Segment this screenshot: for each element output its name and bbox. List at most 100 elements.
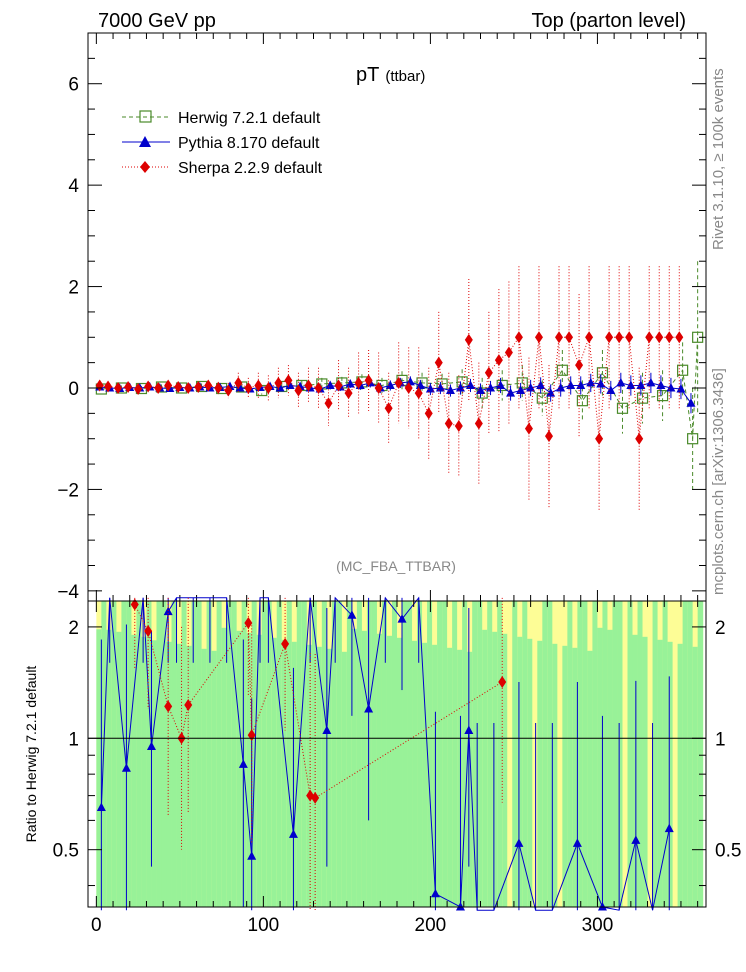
sherpa-point [464, 333, 473, 346]
ratio-band-green [196, 601, 203, 907]
ratio-band-green [447, 647, 453, 907]
ratio-band-green [467, 651, 473, 907]
sherpa-point [514, 331, 523, 344]
main-panel-frame [88, 33, 706, 601]
ratio-band-green [472, 601, 478, 907]
ratio-band-green [397, 637, 403, 907]
ratio-panel: 0.5 0.5 1 1 2 2 Ratio to Herwig 7.2.1 default [23, 596, 741, 911]
ratio-band-green [351, 628, 358, 907]
legend-marker-herwig [139, 110, 152, 123]
sherpa-point [244, 382, 253, 394]
sherpa-point [675, 331, 684, 344]
sherpa-point [424, 407, 433, 420]
ratio-band-yellow [622, 601, 628, 907]
sherpa-point [635, 432, 644, 445]
pythia-point [506, 388, 516, 397]
ratio-band-green [457, 649, 463, 907]
ratio-band-green [667, 641, 674, 907]
sherpa-point [575, 359, 584, 372]
ratio-band-green [251, 601, 258, 907]
pythia-point [496, 380, 506, 389]
ratio-band-green [301, 601, 308, 907]
pythia-point [345, 378, 355, 388]
ratio-band-yellow [672, 601, 679, 907]
ratio-band-green [522, 601, 528, 907]
ratio-band-green [226, 601, 233, 907]
herwig-point [536, 392, 548, 404]
ratio-band-green [582, 601, 588, 907]
ratio-band-green [602, 601, 608, 907]
pythia-point [556, 383, 566, 392]
ratio-sherpa-point [281, 637, 290, 650]
pythia-point [606, 385, 616, 395]
ratio-band-green [166, 641, 173, 907]
ratio-band-green [402, 601, 408, 907]
pythia-point [656, 380, 666, 389]
legend-marker-pythia [139, 136, 151, 147]
y-tick-label: −4 [57, 582, 79, 603]
pythia-point [686, 398, 696, 407]
ratio-pythia-point [572, 838, 582, 847]
sherpa-point [494, 354, 503, 367]
pythia-point [465, 380, 475, 389]
chart-title: pT (ttbar) [356, 64, 425, 86]
sherpa-point [645, 331, 654, 344]
ratio-band-green [156, 601, 162, 907]
ratio-band-green [537, 640, 543, 907]
ratio-band-green [321, 601, 328, 907]
ratio-pythia-point [597, 902, 607, 911]
sherpa-point [104, 380, 113, 393]
ratio-band-green [181, 601, 188, 907]
pythia-point [425, 384, 435, 393]
ratio-band-green [291, 641, 298, 907]
ratio-band-green [487, 601, 493, 907]
ratio-band-green [412, 640, 418, 907]
sherpa-point [344, 387, 353, 400]
sherpa-point [314, 382, 323, 394]
sherpa-point [555, 331, 564, 344]
ratio-pythia-point [121, 763, 131, 772]
pythia-point [445, 385, 455, 395]
ratio-band-green [96, 629, 102, 907]
herwig-point [636, 392, 649, 404]
herwig-point [496, 379, 508, 392]
sherpa-point [204, 379, 213, 392]
ratio-band-yellow [557, 601, 563, 907]
ratio-band-green [422, 642, 428, 907]
pythia-point [235, 383, 245, 392]
ratio-sherpa-point [184, 699, 193, 712]
analysis-tag: (MC_FBA_TTBAR) [336, 558, 456, 574]
ratio-band-green [311, 601, 318, 907]
series-2 [95, 266, 684, 510]
legend: Herwig 7.2.1 default Pythia 8.170 defaul… [122, 110, 323, 177]
rivet-label: Rivet 3.1.10, ≥ 100k events [710, 68, 727, 250]
ratio-band-green [151, 640, 157, 907]
sherpa-point [284, 374, 293, 387]
ratio-y-tick-label: 0.5 [53, 841, 79, 862]
ratio-pythia-point [238, 759, 248, 768]
ratio-panel-border [87, 600, 707, 908]
sherpa-point [504, 346, 513, 359]
pythia-point [666, 383, 676, 392]
pythia-point [325, 380, 335, 389]
ratio-series-line [134, 604, 503, 799]
ratio-band-green [512, 601, 518, 907]
ratio-band-green [427, 601, 433, 907]
header-energy: 7000 GeV pp [98, 10, 216, 32]
ratio-band-green [697, 601, 704, 907]
herwig-point [656, 390, 669, 402]
ratio-band-green [632, 634, 639, 907]
herwig-point [576, 395, 589, 407]
pythia-point [586, 377, 596, 387]
chart-title-sub: (ttbar) [385, 68, 425, 85]
legend-label-sherpa: Sherpa 2.2.9 default [178, 160, 323, 177]
ratio-band-green [231, 601, 238, 907]
ratio-axes-layer: 0.5 0.5 1 1 2 2 [53, 601, 741, 907]
ratio-band-green [176, 643, 183, 907]
ratio-band-green [417, 601, 423, 907]
legend-entry-sherpa: Sherpa 2.2.9 default [122, 160, 323, 177]
ratio-band-green [271, 637, 278, 907]
legend-label-herwig: Herwig 7.2.1 default [178, 110, 321, 127]
sherpa-point [264, 382, 273, 394]
sherpa-point [144, 380, 153, 393]
